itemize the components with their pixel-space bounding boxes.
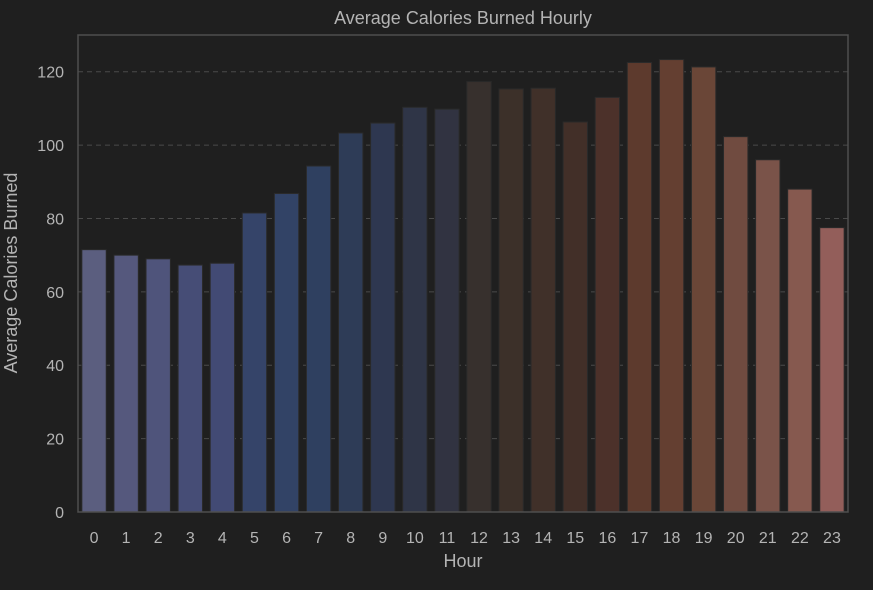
y-axis-label: Average Calories Burned — [1, 173, 21, 374]
bar-hour-3 — [177, 264, 203, 513]
x-tick-label: 17 — [631, 530, 649, 547]
bar-hour-6 — [273, 193, 300, 513]
bar-hour-17 — [626, 62, 653, 513]
bar-hour-16 — [594, 96, 621, 513]
x-axis-label: Hour — [443, 551, 482, 571]
x-tick-label: 20 — [727, 530, 745, 547]
bar-hour-11 — [434, 108, 460, 513]
bar-hour-12 — [466, 81, 492, 513]
y-tick-label: 60 — [46, 285, 64, 302]
y-tick-label: 80 — [46, 211, 64, 228]
bar-hour-8 — [338, 132, 364, 513]
x-tick-label: 11 — [439, 530, 456, 547]
bar-hour-4 — [209, 262, 236, 513]
x-tick-label: 9 — [378, 530, 387, 547]
x-tick-label: 13 — [502, 530, 520, 547]
bar-hour-10 — [402, 106, 428, 513]
y-axis-ticks: 0 20 40 60 80 100 120 — [37, 65, 64, 522]
y-tick-label: 120 — [37, 65, 64, 82]
y-tick-label: 20 — [46, 432, 64, 449]
bar-hour-20 — [723, 136, 749, 513]
x-tick-label: 4 — [218, 530, 227, 547]
bar-hour-14 — [530, 87, 556, 513]
bar-hour-1 — [113, 254, 139, 513]
x-tick-label: 22 — [791, 530, 809, 547]
bar-hour-9 — [370, 122, 396, 513]
bar-hour-15 — [562, 121, 588, 513]
x-tick-label: 7 — [314, 530, 323, 547]
x-tick-label: 2 — [154, 530, 163, 547]
y-tick-label: 40 — [46, 358, 64, 375]
y-tick-label: 100 — [37, 138, 64, 155]
bar-hour-22 — [787, 188, 813, 513]
x-tick-label: 0 — [90, 530, 99, 547]
x-tick-label: 19 — [695, 530, 713, 547]
x-tick-label: 12 — [470, 530, 488, 547]
bar-hour-21 — [755, 159, 781, 513]
x-tick-label: 21 — [759, 530, 777, 547]
bar-hour-5 — [241, 212, 268, 513]
bar-hour-13 — [498, 88, 524, 513]
x-tick-label: 14 — [534, 530, 552, 547]
bar-hour-18 — [658, 59, 685, 513]
bar-hour-2 — [145, 258, 171, 513]
x-tick-label: 1 — [122, 530, 131, 547]
x-tick-label: 23 — [823, 530, 841, 547]
chart-title: Average Calories Burned Hourly — [334, 8, 592, 28]
x-tick-label: 18 — [663, 530, 681, 547]
x-tick-label: 5 — [250, 530, 259, 547]
y-tick-label: 0 — [55, 505, 64, 522]
bars — [81, 59, 845, 513]
x-tick-label: 6 — [282, 530, 291, 547]
x-tick-label: 16 — [598, 530, 616, 547]
x-tick-label: 10 — [406, 530, 424, 547]
x-tick-label: 15 — [566, 530, 584, 547]
x-tick-label: 8 — [346, 530, 355, 547]
bar-hour-19 — [690, 66, 717, 513]
plot-frame — [77, 34, 849, 513]
x-tick-label: 3 — [186, 530, 195, 547]
bar-hour-7 — [305, 165, 332, 513]
bar-hour-23 — [819, 227, 845, 513]
x-axis-ticks: 0 1 2 3 4 5 6 7 8 9 10 11 12 13 14 15 16 17 18 19 20 21 22 23 — [90, 530, 841, 547]
bar-hour-0 — [81, 249, 107, 513]
grid-lines — [78, 71, 848, 440]
